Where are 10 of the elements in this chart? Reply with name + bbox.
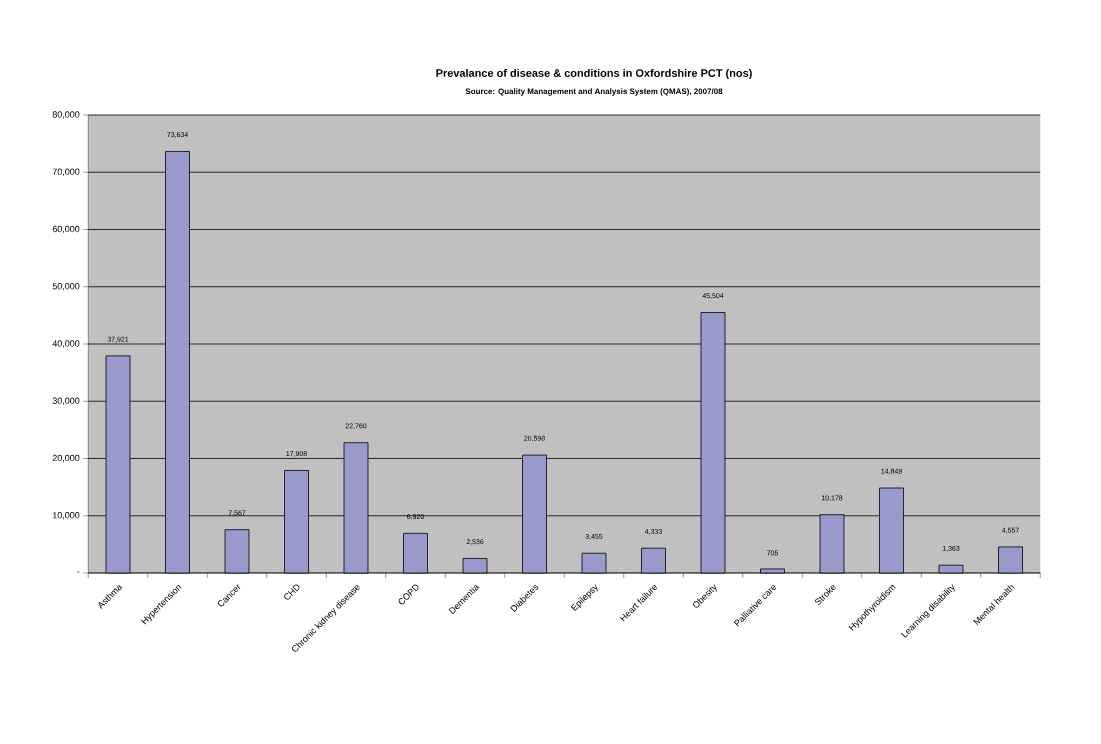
- y-tick-label: -: [77, 571, 80, 573]
- y-tick-label: 20,000: [52, 454, 80, 463]
- y-tick-label: 60,000: [52, 225, 80, 234]
- y-tick-label: 50,000: [52, 283, 80, 291]
- chart-title: Prevalance of disease & conditions in Oxfordshire PCT (nos): [436, 68, 752, 80]
- y-tick-label: 80,000: [52, 111, 80, 119]
- y-tick-label: 40,000: [52, 340, 80, 348]
- y-tick-label: 70,000: [52, 168, 80, 176]
- y-tick-label: 10,000: [52, 512, 80, 520]
- y-tick-label: 30,000: [52, 397, 80, 405]
